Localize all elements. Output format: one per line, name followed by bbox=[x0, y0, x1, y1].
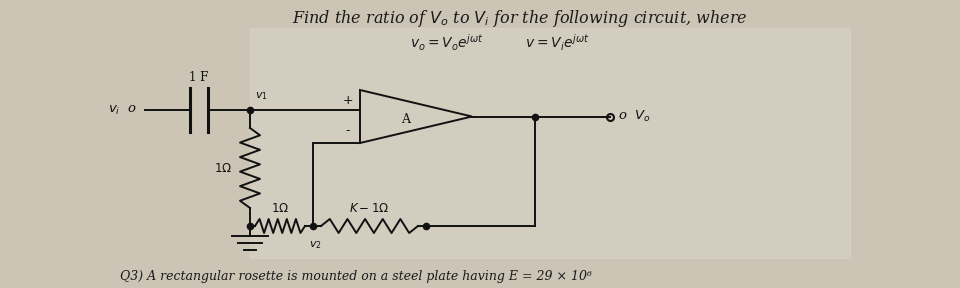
Text: o  $V_o$: o $V_o$ bbox=[618, 109, 651, 124]
Text: $v_2$: $v_2$ bbox=[308, 239, 322, 251]
Text: $v_i$  o: $v_i$ o bbox=[108, 103, 137, 117]
Text: 1 F: 1 F bbox=[189, 71, 208, 84]
Text: -: - bbox=[346, 124, 350, 137]
Text: A: A bbox=[401, 113, 411, 126]
Text: $v_1$: $v_1$ bbox=[255, 90, 268, 102]
Text: Find the ratio of $V_o$ to $V_i$ for the following circuit, where: Find the ratio of $V_o$ to $V_i$ for the… bbox=[292, 8, 748, 29]
Text: $1\Omega$: $1\Omega$ bbox=[271, 202, 289, 215]
Text: $v_o = V_o e^{j\omega t}$          $v = V_i e^{j\omega t}$: $v_o = V_o e^{j\omega t}$ $v = V_i e^{j\… bbox=[410, 33, 589, 53]
Text: Q3) A rectangular rosette is mounted on a steel plate having E = 29 × 10⁶: Q3) A rectangular rosette is mounted on … bbox=[120, 270, 592, 283]
Text: $1\Omega$: $1\Omega$ bbox=[214, 162, 232, 175]
Text: +: + bbox=[343, 94, 353, 107]
Bar bbox=[250, 28, 850, 258]
Text: $K-1\Omega$: $K-1\Omega$ bbox=[349, 202, 390, 215]
